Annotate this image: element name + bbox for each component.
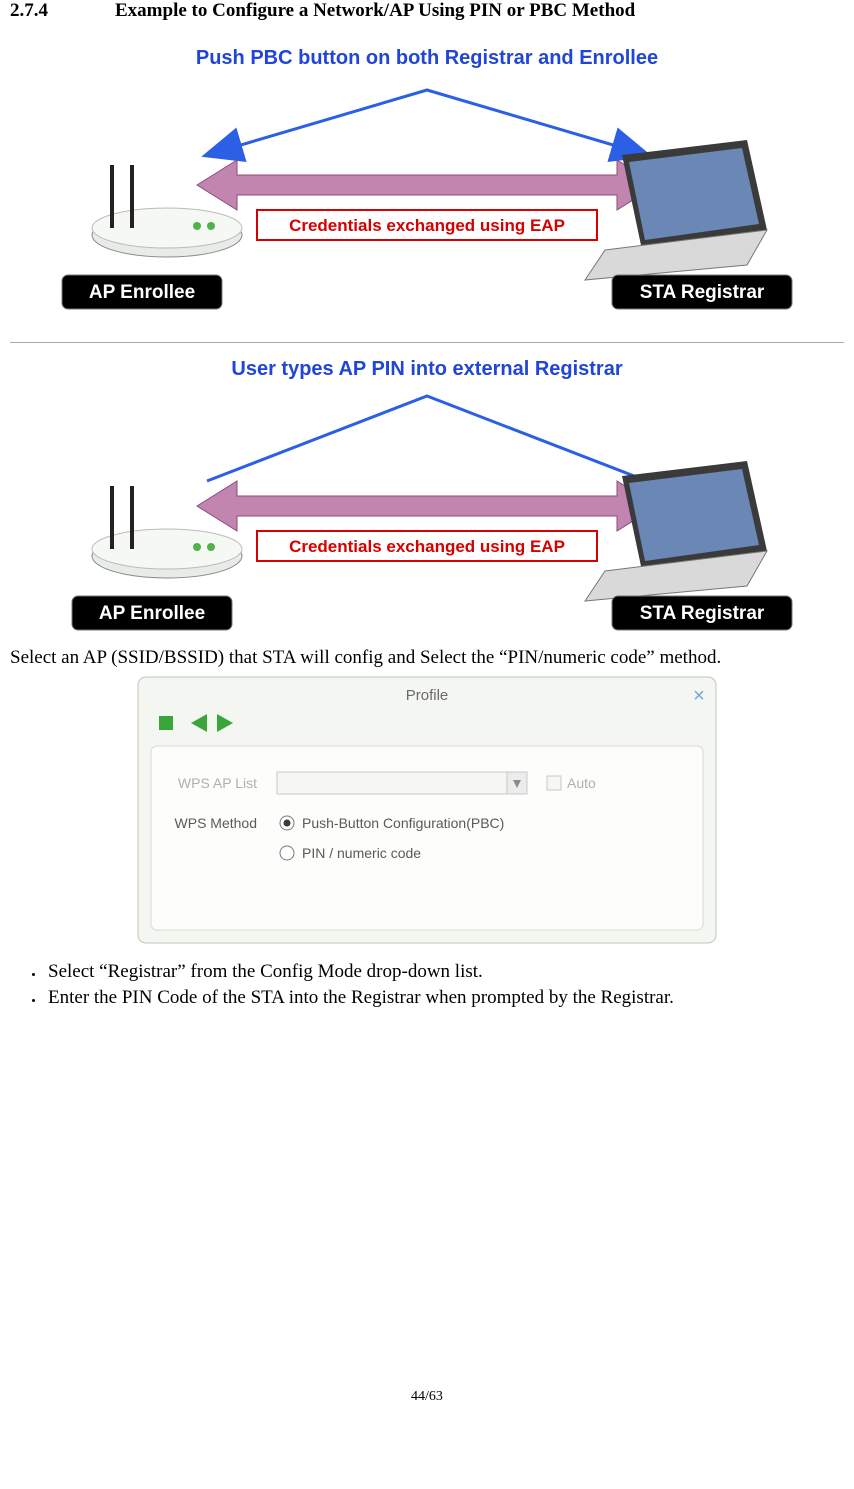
section-title: Example to Configure a Network/AP Using … (115, 0, 635, 21)
diagram2-right-badge: STA Registrar (640, 603, 765, 624)
laptop-icon (585, 140, 767, 280)
laptop-icon (585, 461, 767, 601)
steps-list: Select “Registrar” from the Config Mode … (10, 961, 844, 1009)
pin-diagram: User types AP PIN into external Registra… (47, 351, 807, 641)
diagram1-title: Push PBC button on both Registrar and En… (196, 47, 658, 69)
auto-checkbox-label: Auto (567, 775, 596, 791)
diagram2-eap-label: Credentials exchanged using EAP (289, 537, 565, 556)
page-number: 44/63 (10, 1389, 844, 1405)
radio-pin-label: PIN / numeric code (302, 845, 421, 861)
radio-pbc-label: Push-Button Configuration(PBC) (302, 815, 504, 831)
section-heading: 2.7.4Example to Configure a Network/AP U… (10, 0, 844, 22)
pbc-diagram: Push PBC button on both Registrar and En… (47, 40, 807, 320)
close-icon: × (693, 685, 705, 707)
diagram2-left-badge: AP Enrollee (99, 603, 205, 624)
paragraph-select-ap: Select an AP (SSID/BSSID) that STA will … (10, 647, 844, 670)
wps-method-label: WPS Method (175, 815, 257, 831)
step-item: Enter the PIN Code of the STA into the R… (44, 987, 844, 1009)
wps-ap-list-label: WPS AP List (178, 775, 257, 791)
profile-dialog: Profile × WPS AP List Auto WPS Method Pu… (137, 676, 717, 946)
diagram2-title: User types AP PIN into external Registra… (231, 358, 622, 380)
diagram1-eap-label: Credentials exchanged using EAP (289, 216, 565, 235)
diagram-separator (10, 342, 844, 343)
step-item: Select “Registrar” from the Config Mode … (44, 961, 844, 983)
diagram1-left-badge: AP Enrollee (89, 282, 195, 303)
diagram1-right-badge: STA Registrar (640, 282, 765, 303)
dialog-title: Profile (406, 687, 449, 704)
section-number: 2.7.4 (10, 0, 115, 22)
